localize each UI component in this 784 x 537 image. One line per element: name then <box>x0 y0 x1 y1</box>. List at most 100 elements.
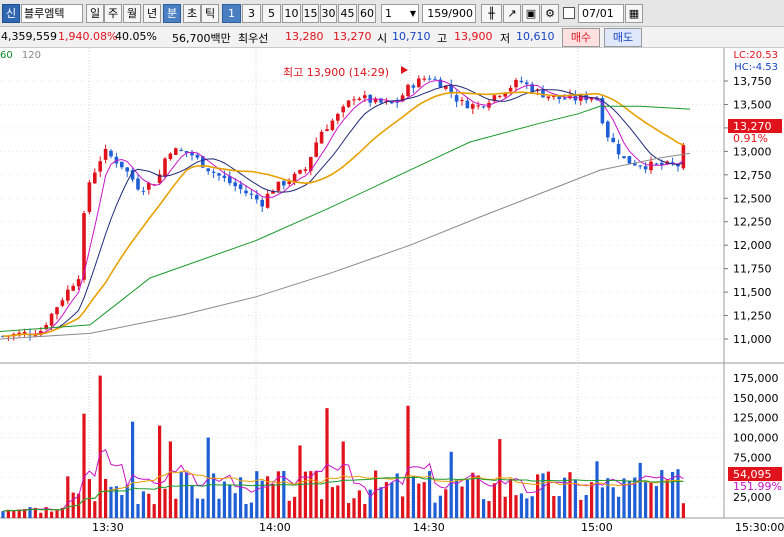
period-tab-4[interactable]: 분 <box>163 4 181 23</box>
buy-button[interactable]: 매수 <box>562 28 600 47</box>
volume-bar <box>136 504 140 518</box>
candle-body <box>292 173 297 183</box>
calendar-icon: ▦ <box>628 7 640 20</box>
price-tick-label: 11,750 <box>733 263 772 276</box>
candle-body <box>449 84 453 94</box>
candle-body <box>303 169 308 171</box>
volume-bar <box>530 496 534 518</box>
ma5-line <box>2 80 684 337</box>
interval-button-30[interactable]: 30 <box>320 4 337 23</box>
candle-body <box>60 300 65 306</box>
interval-button-5[interactable]: 5 <box>262 4 281 23</box>
candle-body <box>174 148 178 155</box>
calendar-button[interactable]: ▦ <box>625 4 643 23</box>
time-tick-label: 15:00 <box>581 521 613 534</box>
volume-bar <box>185 472 189 518</box>
interval-button-10[interactable]: 10 <box>282 4 301 23</box>
candle-body <box>147 182 151 190</box>
period-tab-5[interactable]: 초 <box>183 4 201 23</box>
price-tick-label: 12,000 <box>733 239 772 252</box>
volume-tag-bg <box>728 467 782 481</box>
save-button[interactable]: ▣ <box>522 4 540 23</box>
ma120-line <box>0 152 691 340</box>
candle-body <box>611 137 615 143</box>
gear-icon: ⚙ <box>545 7 555 20</box>
volume-bar <box>93 501 97 518</box>
volume-bar <box>482 499 486 518</box>
volume-ma60-line <box>2 476 684 512</box>
candle-body <box>217 173 221 176</box>
volume-bar <box>282 470 286 518</box>
volume-bar <box>77 493 81 518</box>
sell-button[interactable]: 매도 <box>604 28 642 47</box>
candle-body <box>130 170 135 180</box>
end-time-label: 15:30:00 <box>735 521 784 534</box>
volume-bar <box>44 507 48 518</box>
ma120-legend: 120 <box>21 50 42 61</box>
candle-body <box>44 324 48 330</box>
volume-bar <box>228 484 232 518</box>
volume-bar <box>341 441 345 518</box>
settings-button[interactable]: ⚙ <box>541 4 559 23</box>
candle-body <box>600 98 605 124</box>
drawing-tool-button[interactable]: ↗ <box>503 4 521 23</box>
period-tab-2[interactable]: 월 <box>123 4 141 23</box>
candle-body <box>541 89 545 98</box>
volume-bar <box>606 478 610 518</box>
interval-button-1[interactable]: 1 <box>222 4 241 23</box>
candle-body <box>363 95 367 99</box>
candle-body <box>22 331 27 335</box>
volume-bar <box>330 487 334 518</box>
volume-bar <box>406 405 410 518</box>
volume-bar <box>336 485 340 518</box>
candle-type-button[interactable]: ╫ <box>481 4 502 23</box>
period-tab-0[interactable]: 일 <box>86 4 104 23</box>
volume-bar <box>255 471 259 518</box>
volume-bar <box>28 507 32 518</box>
volume-bar <box>190 485 194 518</box>
volume-bar <box>152 504 156 518</box>
period-tab-6[interactable]: 틱 <box>201 4 219 23</box>
volume-bar <box>622 478 626 518</box>
price-tick-label: 11,500 <box>733 286 772 299</box>
interval-button-45[interactable]: 45 <box>338 4 357 23</box>
volume-bar <box>676 469 680 518</box>
volume-bar <box>66 476 70 518</box>
time-tick-label: 14:00 <box>259 521 291 534</box>
volume-bar <box>347 503 351 518</box>
stock-name-field[interactable]: 블루엠텍 <box>21 4 83 23</box>
period-tab-1[interactable]: 주 <box>104 4 122 23</box>
volume-bar <box>363 504 367 518</box>
candle-body <box>481 106 486 108</box>
interval-select[interactable]: 1 ▼ <box>381 4 419 23</box>
volume-bar <box>212 473 216 518</box>
high-arrow-icon <box>401 66 408 74</box>
volume-bar <box>617 496 621 518</box>
candle-body <box>352 99 356 101</box>
candle-body <box>87 182 92 212</box>
volume-bar <box>552 496 556 518</box>
date-checkbox[interactable] <box>563 7 575 19</box>
candle-body <box>616 143 621 155</box>
candle-body <box>125 167 129 172</box>
interval-button-15[interactable]: 15 <box>302 4 319 23</box>
period-tab-3[interactable]: 년 <box>143 4 161 23</box>
count-field[interactable]: 159/900 <box>422 4 476 23</box>
candle-body <box>595 98 599 100</box>
current-price-tag-bg <box>728 119 782 133</box>
date-field[interactable]: 07/01 <box>578 4 624 23</box>
volume-bar <box>509 478 513 518</box>
volume-bar <box>260 480 264 518</box>
interval-button-60[interactable]: 60 <box>358 4 376 23</box>
volume-bar <box>374 470 378 518</box>
candle-body <box>71 285 75 291</box>
candle-body <box>190 151 194 156</box>
volume-bar <box>222 481 226 518</box>
candle-body <box>530 84 534 92</box>
volume-bar <box>584 494 588 518</box>
price-volume-chart[interactable]: 13:30 14:00 14:30 15:00 15:30:00 13,750 13,500… <box>0 48 784 537</box>
volume-bar <box>55 510 59 518</box>
count-value: 159 <box>427 7 449 20</box>
open-price: 10,710 <box>392 30 431 43</box>
interval-button-3[interactable]: 3 <box>242 4 261 23</box>
